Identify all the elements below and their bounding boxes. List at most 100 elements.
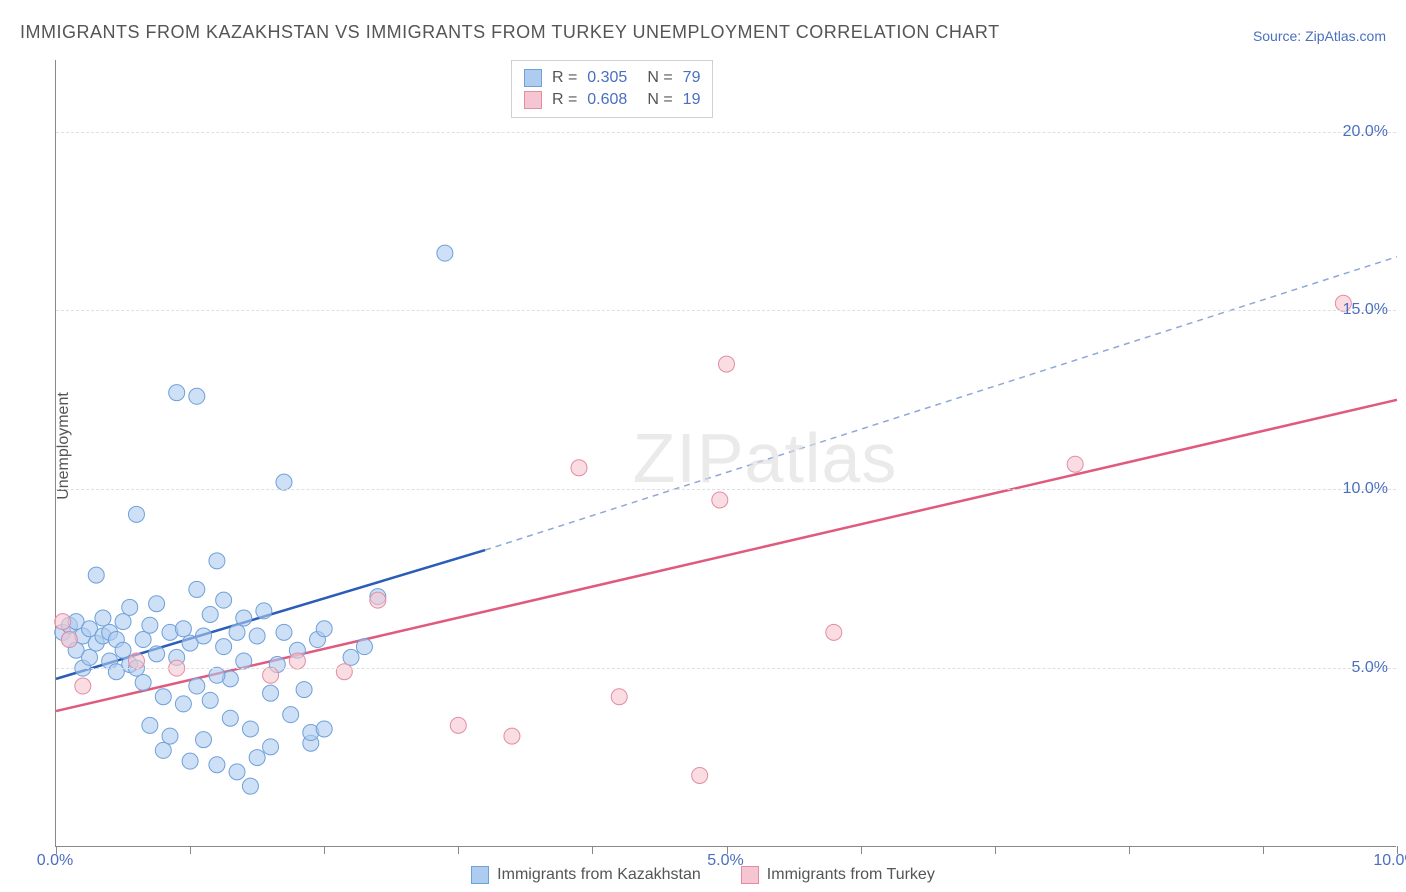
data-point xyxy=(242,778,258,794)
data-point xyxy=(202,692,218,708)
y-tick-label: 15.0% xyxy=(1343,301,1388,319)
data-point xyxy=(95,610,111,626)
data-point xyxy=(209,667,225,683)
data-point xyxy=(209,553,225,569)
data-point xyxy=(276,624,292,640)
data-point xyxy=(175,696,191,712)
data-point xyxy=(182,753,198,769)
data-point xyxy=(249,628,265,644)
data-point xyxy=(169,385,185,401)
data-point xyxy=(276,474,292,490)
data-point xyxy=(256,603,272,619)
data-point xyxy=(142,717,158,733)
data-point xyxy=(283,707,299,723)
data-point xyxy=(155,689,171,705)
gridline xyxy=(56,489,1396,490)
data-point xyxy=(712,492,728,508)
data-point xyxy=(343,649,359,665)
chart-container: IMMIGRANTS FROM KAZAKHSTAN VS IMMIGRANTS… xyxy=(0,0,1406,892)
data-point xyxy=(61,632,77,648)
data-point xyxy=(437,245,453,261)
y-tick-label: 10.0% xyxy=(1343,480,1388,498)
legend-r-value: 0.305 xyxy=(587,69,627,87)
legend-r-label: R = xyxy=(552,91,577,109)
legend-n-value: 79 xyxy=(683,69,701,87)
bottom-legend-item: Immigrants from Turkey xyxy=(741,866,935,884)
legend-swatch xyxy=(524,91,542,109)
data-point xyxy=(189,678,205,694)
legend-swatch xyxy=(471,866,489,884)
data-point xyxy=(692,767,708,783)
data-point xyxy=(356,639,372,655)
gridline xyxy=(56,132,1396,133)
data-point xyxy=(229,764,245,780)
data-point xyxy=(222,710,238,726)
data-point xyxy=(115,642,131,658)
data-point xyxy=(175,621,191,637)
trend-line xyxy=(56,400,1397,711)
data-point xyxy=(149,596,165,612)
data-point xyxy=(135,632,151,648)
data-point xyxy=(162,728,178,744)
data-point xyxy=(196,732,212,748)
legend-n-label: N = xyxy=(647,69,672,87)
y-tick-label: 5.0% xyxy=(1352,659,1388,677)
data-point xyxy=(122,599,138,615)
data-point xyxy=(135,674,151,690)
legend-row: R = 0.608 N = 19 xyxy=(524,89,701,111)
data-point xyxy=(155,742,171,758)
data-point xyxy=(719,356,735,372)
top-legend: R = 0.305 N = 79 R = 0.608 N = 19 xyxy=(511,60,714,118)
legend-series-label: Immigrants from Kazakhstan xyxy=(497,866,701,884)
legend-r-value: 0.608 xyxy=(587,91,627,109)
data-point xyxy=(504,728,520,744)
data-point xyxy=(826,624,842,640)
data-point xyxy=(263,739,279,755)
data-point xyxy=(216,592,232,608)
data-point xyxy=(88,567,104,583)
data-point xyxy=(289,653,305,669)
bottom-legend: Immigrants from Kazakhstan Immigrants fro… xyxy=(0,866,1406,884)
data-point xyxy=(128,506,144,522)
plot-area: 5.0%10.0%15.0%20.0%ZIPatlas xyxy=(55,60,1396,847)
legend-r-label: R = xyxy=(552,69,577,87)
gridline xyxy=(56,668,1396,669)
bottom-legend-item: Immigrants from Kazakhstan xyxy=(471,866,701,884)
gridline xyxy=(56,310,1396,311)
data-point xyxy=(149,646,165,662)
data-point xyxy=(209,757,225,773)
legend-swatch xyxy=(524,69,542,87)
data-point xyxy=(115,614,131,630)
data-point xyxy=(316,721,332,737)
chart-title: IMMIGRANTS FROM KAZAKHSTAN VS IMMIGRANTS… xyxy=(20,22,1000,43)
data-point xyxy=(216,639,232,655)
legend-series-label: Immigrants from Turkey xyxy=(767,866,935,884)
data-point xyxy=(263,685,279,701)
legend-n-value: 19 xyxy=(683,91,701,109)
legend-swatch xyxy=(741,866,759,884)
data-point xyxy=(242,721,258,737)
data-point xyxy=(189,581,205,597)
data-point xyxy=(75,678,91,694)
plot-svg xyxy=(56,60,1396,846)
data-point xyxy=(571,460,587,476)
y-tick-label: 20.0% xyxy=(1343,123,1388,141)
data-point xyxy=(236,610,252,626)
data-point xyxy=(296,682,312,698)
data-point xyxy=(196,628,212,644)
legend-n-label: N = xyxy=(647,91,672,109)
data-point xyxy=(82,649,98,665)
data-point xyxy=(229,624,245,640)
data-point xyxy=(142,617,158,633)
data-point xyxy=(202,606,218,622)
legend-row: R = 0.305 N = 79 xyxy=(524,67,701,89)
data-point xyxy=(263,667,279,683)
data-point xyxy=(370,592,386,608)
data-point xyxy=(316,621,332,637)
data-point xyxy=(249,750,265,766)
data-point xyxy=(236,653,252,669)
data-point xyxy=(189,388,205,404)
data-point xyxy=(611,689,627,705)
data-point xyxy=(336,664,352,680)
source-label: Source: ZipAtlas.com xyxy=(1253,28,1386,44)
